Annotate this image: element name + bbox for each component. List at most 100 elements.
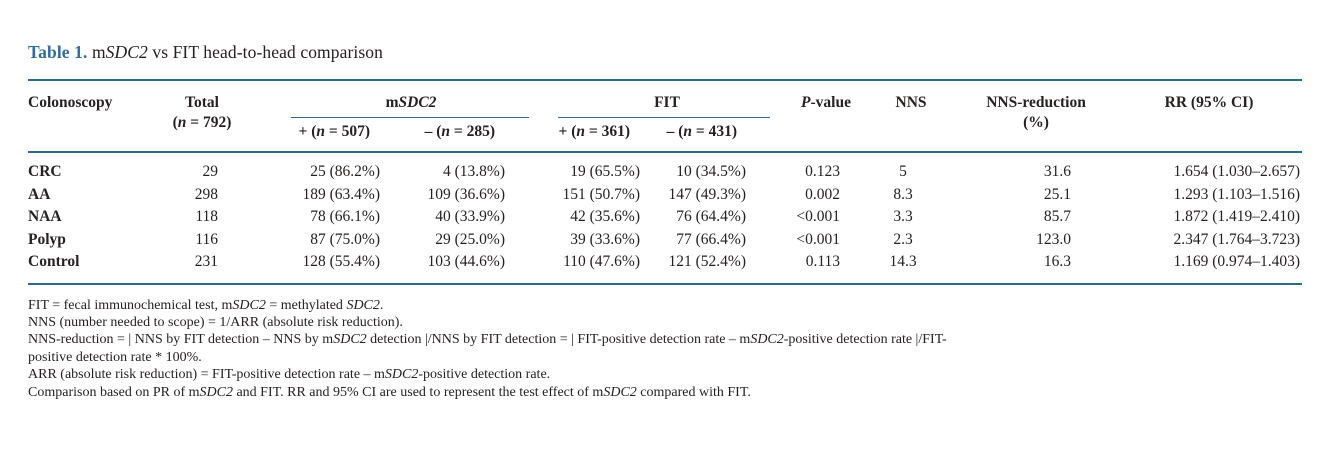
text-segment: = 507) (325, 123, 370, 140)
col-header-p-value: P-value (776, 80, 877, 153)
text-segment: Comparison based on PR of m (28, 384, 200, 400)
fit-group-rule (558, 117, 771, 118)
sub-header-fit-positive: + (n = 361) (531, 118, 667, 153)
cell-fit-negative: 147 (49.3%) (668, 185, 747, 203)
cell-total: 231 (158, 251, 246, 285)
group-header-msdc2: mSDC2 (246, 80, 531, 118)
text-segment: = methylated (265, 297, 347, 313)
text-segment: positive detection rate * 100%. (28, 349, 202, 365)
text-segment: vs FIT head-to-head comparison (147, 42, 383, 62)
table-row: Control 231 128 (55.4%) 103 (44.6%) 110 … (28, 251, 1303, 285)
cell-msdc2-negative: 29 (25.0%) (435, 230, 506, 248)
group-header-msdc2-label: mSDC2 (291, 93, 531, 113)
cell-p-value: 0.002 (805, 185, 841, 203)
footnote-line: NNS-reduction = | NNS by FIT detection –… (28, 331, 1302, 348)
cell-p-value: <0.001 (796, 230, 841, 248)
cell-p-value: <0.001 (796, 208, 841, 225)
table-row: NAA 118 78 (66.1%) 40 (33.9%) 42 (35.6%)… (28, 206, 1302, 229)
text-segment: SDC2 (384, 367, 419, 383)
text-segment: m (87, 42, 106, 62)
table-row: Polyp 116 87 (75.0%) 29 (25.0%) 39 (33.6… (28, 229, 1302, 252)
cell-rr: 1.654 (1.030–2.657) (1173, 163, 1301, 180)
header-row-main: Colonoscopy Total (n = 792) mSDC2 FIT P-… (28, 80, 1303, 153)
cell-nns: 8.3 (893, 185, 913, 203)
text-segment: SDC2 (105, 42, 148, 62)
table-row: CRC 29 25 (86.2%) 4 (13.8%) 19 (65.5%) 1… (28, 152, 1302, 184)
col-header-colonoscopy: Colonoscopy (28, 80, 158, 153)
sub-header-msdc2-negative: – (n = 285) (406, 118, 532, 153)
cell-total: 116 (195, 230, 218, 248)
group-header-fit: FIT (531, 80, 776, 118)
cell-msdc2-negative: 40 (33.9%) (435, 208, 506, 225)
cell-fit-negative: 77 (66.4%) (676, 230, 747, 248)
cell-msdc2-positive: 189 (63.4%) (302, 185, 381, 203)
footnotes: FIT = fecal immunochemical test, m SDC2 =… (28, 297, 1302, 401)
text-segment: m (385, 94, 399, 111)
cell-rr: 1.169 (0.974–1.403) (1116, 251, 1303, 285)
cell-nns-reduction: 123.0 (1036, 230, 1072, 248)
cell-fit-positive: 39 (33.6%) (570, 230, 641, 248)
cell-msdc2-positive: 87 (75.0%) (310, 230, 380, 248)
cell-total: 298 (194, 185, 218, 203)
footnote-line: Comparison based on PR of mSDC2 and FIT.… (28, 384, 1302, 401)
text-segment: SDC2 (333, 332, 367, 348)
text-segment: n (576, 123, 586, 140)
sub-header-msdc2-positive: + (n = 507) (246, 118, 406, 153)
cell-nns-reduction: 31.6 (1043, 163, 1072, 180)
cell-fit-negative: 10 (34.5%) (676, 163, 747, 180)
table-row: AA 298 189 (63.4%) 109 (36.6%) 151 (50.7… (28, 184, 1302, 207)
text-segment: n (177, 114, 187, 131)
text-segment: ARR (absolute risk reduction) = FIT-posi… (28, 367, 385, 383)
text-segment: SDC2 (750, 332, 784, 348)
text-segment: = 361) (585, 123, 631, 140)
cell-fit-positive: 110 (47.6%) (531, 251, 667, 285)
cell-fit-positive: 42 (35.6%) (570, 208, 641, 225)
col-header-total-line2: (n = 792) (158, 113, 246, 133)
cell-colonoscopy: Polyp (28, 230, 66, 248)
table-figure: Table 1. mSDC2 vs FIT head-to-head compa… (28, 42, 1303, 401)
text-segment: = 792) (186, 114, 232, 131)
footnote-line: ARR (absolute risk reduction) = FIT-posi… (28, 366, 1302, 383)
cell-total: 118 (195, 208, 218, 225)
cell-msdc2-positive: 25 (86.2%) (310, 163, 380, 180)
cell-nns: 14.3 (876, 251, 957, 285)
footnote-line: FIT = fecal immunochemical test, m SDC2 =… (28, 297, 1302, 314)
footnote-line: NNS (number needed to scope) = 1/ARR (ab… (28, 314, 1302, 331)
text-segment: -positive detection rate |/FIT- (783, 332, 947, 348)
table-caption: Table 1. mSDC2 vs FIT head-to-head compa… (28, 42, 1302, 63)
cell-msdc2-negative: 4 (13.8%) (443, 163, 506, 180)
text-segment: = 285) (450, 123, 496, 140)
text-segment: compared with FIT. (636, 384, 751, 400)
cell-nns: 3.3 (893, 208, 913, 225)
text-segment: P (801, 94, 811, 111)
text-segment: SDC2 (398, 94, 437, 111)
header-row-sub: + (n = 507) – (n = 285) + (n = 361) – (n… (28, 118, 1302, 153)
cell-fit-negative: 76 (64.4%) (676, 208, 747, 225)
cell-rr: 1.293 (1.103–1.516) (1173, 185, 1301, 203)
cell-colonoscopy: NAA (28, 208, 62, 225)
text-segment: FIT = fecal immunochemical test, m (28, 297, 233, 313)
col-header-nns-reduction-line2: (%) (1023, 114, 1049, 131)
text-segment: n (316, 123, 325, 140)
cell-msdc2-positive: 128 (55.4%) (246, 251, 406, 285)
col-header-total-line1: Total (185, 94, 219, 111)
text-segment: n (683, 123, 693, 140)
cell-colonoscopy: Control (28, 251, 158, 285)
text-segment: -value (810, 94, 851, 111)
cell-nns: 5 (899, 163, 907, 180)
text-segment: SDC2 (346, 297, 380, 313)
msdc2-group-rule (291, 117, 530, 118)
text-segment: ( (172, 114, 178, 131)
cell-colonoscopy: CRC (28, 163, 62, 180)
col-header-nns: NNS (876, 80, 957, 153)
text-segment: NNS (number needed to scope) = 1/ARR (ab… (28, 314, 403, 330)
cell-msdc2-negative: 109 (36.6%) (427, 185, 506, 203)
text-segment: – ( (666, 123, 684, 140)
col-header-total: Total (n = 792) (158, 80, 246, 153)
cell-p-value: 0.113 (776, 251, 877, 285)
cell-fit-negative: 121 (52.4%) (666, 251, 777, 285)
table-header: Colonoscopy Total (n = 792) mSDC2 FIT P-… (28, 80, 1303, 153)
text-segment: detection |/NNS by FIT detection = | FIT… (366, 332, 751, 348)
text-segment: = 431) (692, 123, 738, 140)
cell-nns: 2.3 (893, 230, 913, 248)
